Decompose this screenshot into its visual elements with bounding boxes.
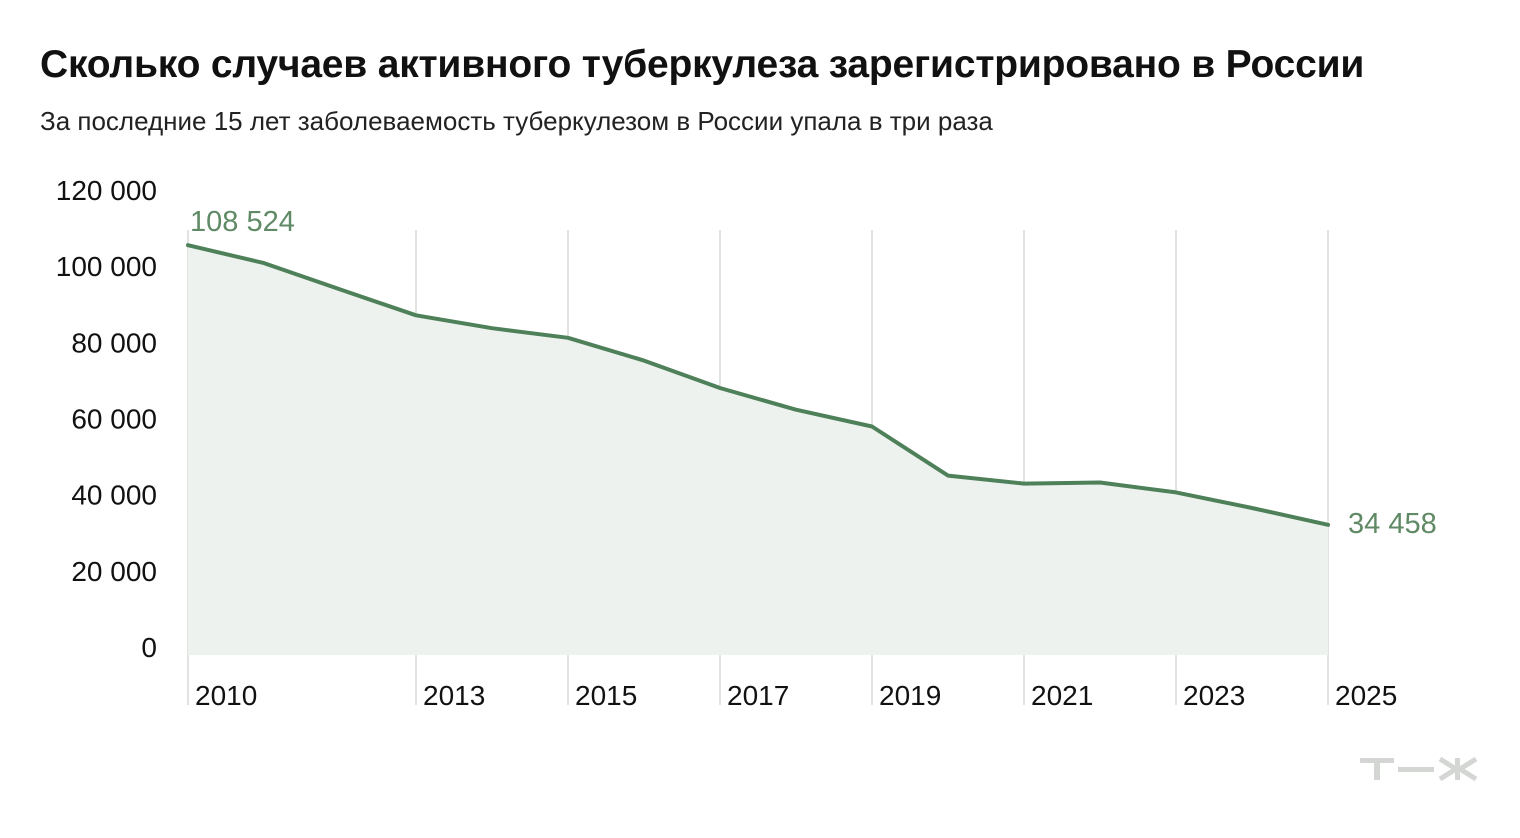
x-tick-label: 2023 (1183, 680, 1245, 711)
y-tick-label: 120 000 (56, 175, 157, 206)
y-tick-label: 40 000 (71, 480, 157, 511)
x-tick-label: 2019 (879, 680, 941, 711)
data-label: 34 458 (1348, 508, 1437, 540)
y-tick-label: 20 000 (71, 556, 157, 587)
series-line (186, 243, 1330, 527)
area-fill (188, 245, 1328, 655)
tj-logo (1360, 756, 1478, 782)
x-tick-label: 2017 (727, 680, 789, 711)
chart-subtitle: За последние 15 лет заболеваемость тубер… (40, 106, 993, 136)
x-axis: 2010 2013 2015 2017 2019 2021 2023 2025 (195, 680, 1397, 711)
chart-title: Сколько случаев активного туберкулеза за… (40, 43, 1365, 86)
x-tick-label: 2025 (1335, 680, 1397, 711)
annotations: 108 524 34 458 (190, 206, 1437, 540)
y-tick-label: 100 000 (56, 251, 157, 282)
x-tick-label: 2015 (575, 680, 637, 711)
y-tick-label: 60 000 (71, 404, 157, 435)
x-tick-label: 2010 (195, 680, 257, 711)
x-tick-label: 2021 (1031, 680, 1093, 711)
y-tick-label: 80 000 (71, 327, 157, 358)
data-label: 108 524 (190, 206, 295, 238)
x-tick-label: 2013 (423, 680, 485, 711)
y-tick-label: 0 (141, 632, 157, 663)
y-axis: 120 000 100 000 80 000 60 000 40 000 20 000 0 (56, 175, 157, 663)
